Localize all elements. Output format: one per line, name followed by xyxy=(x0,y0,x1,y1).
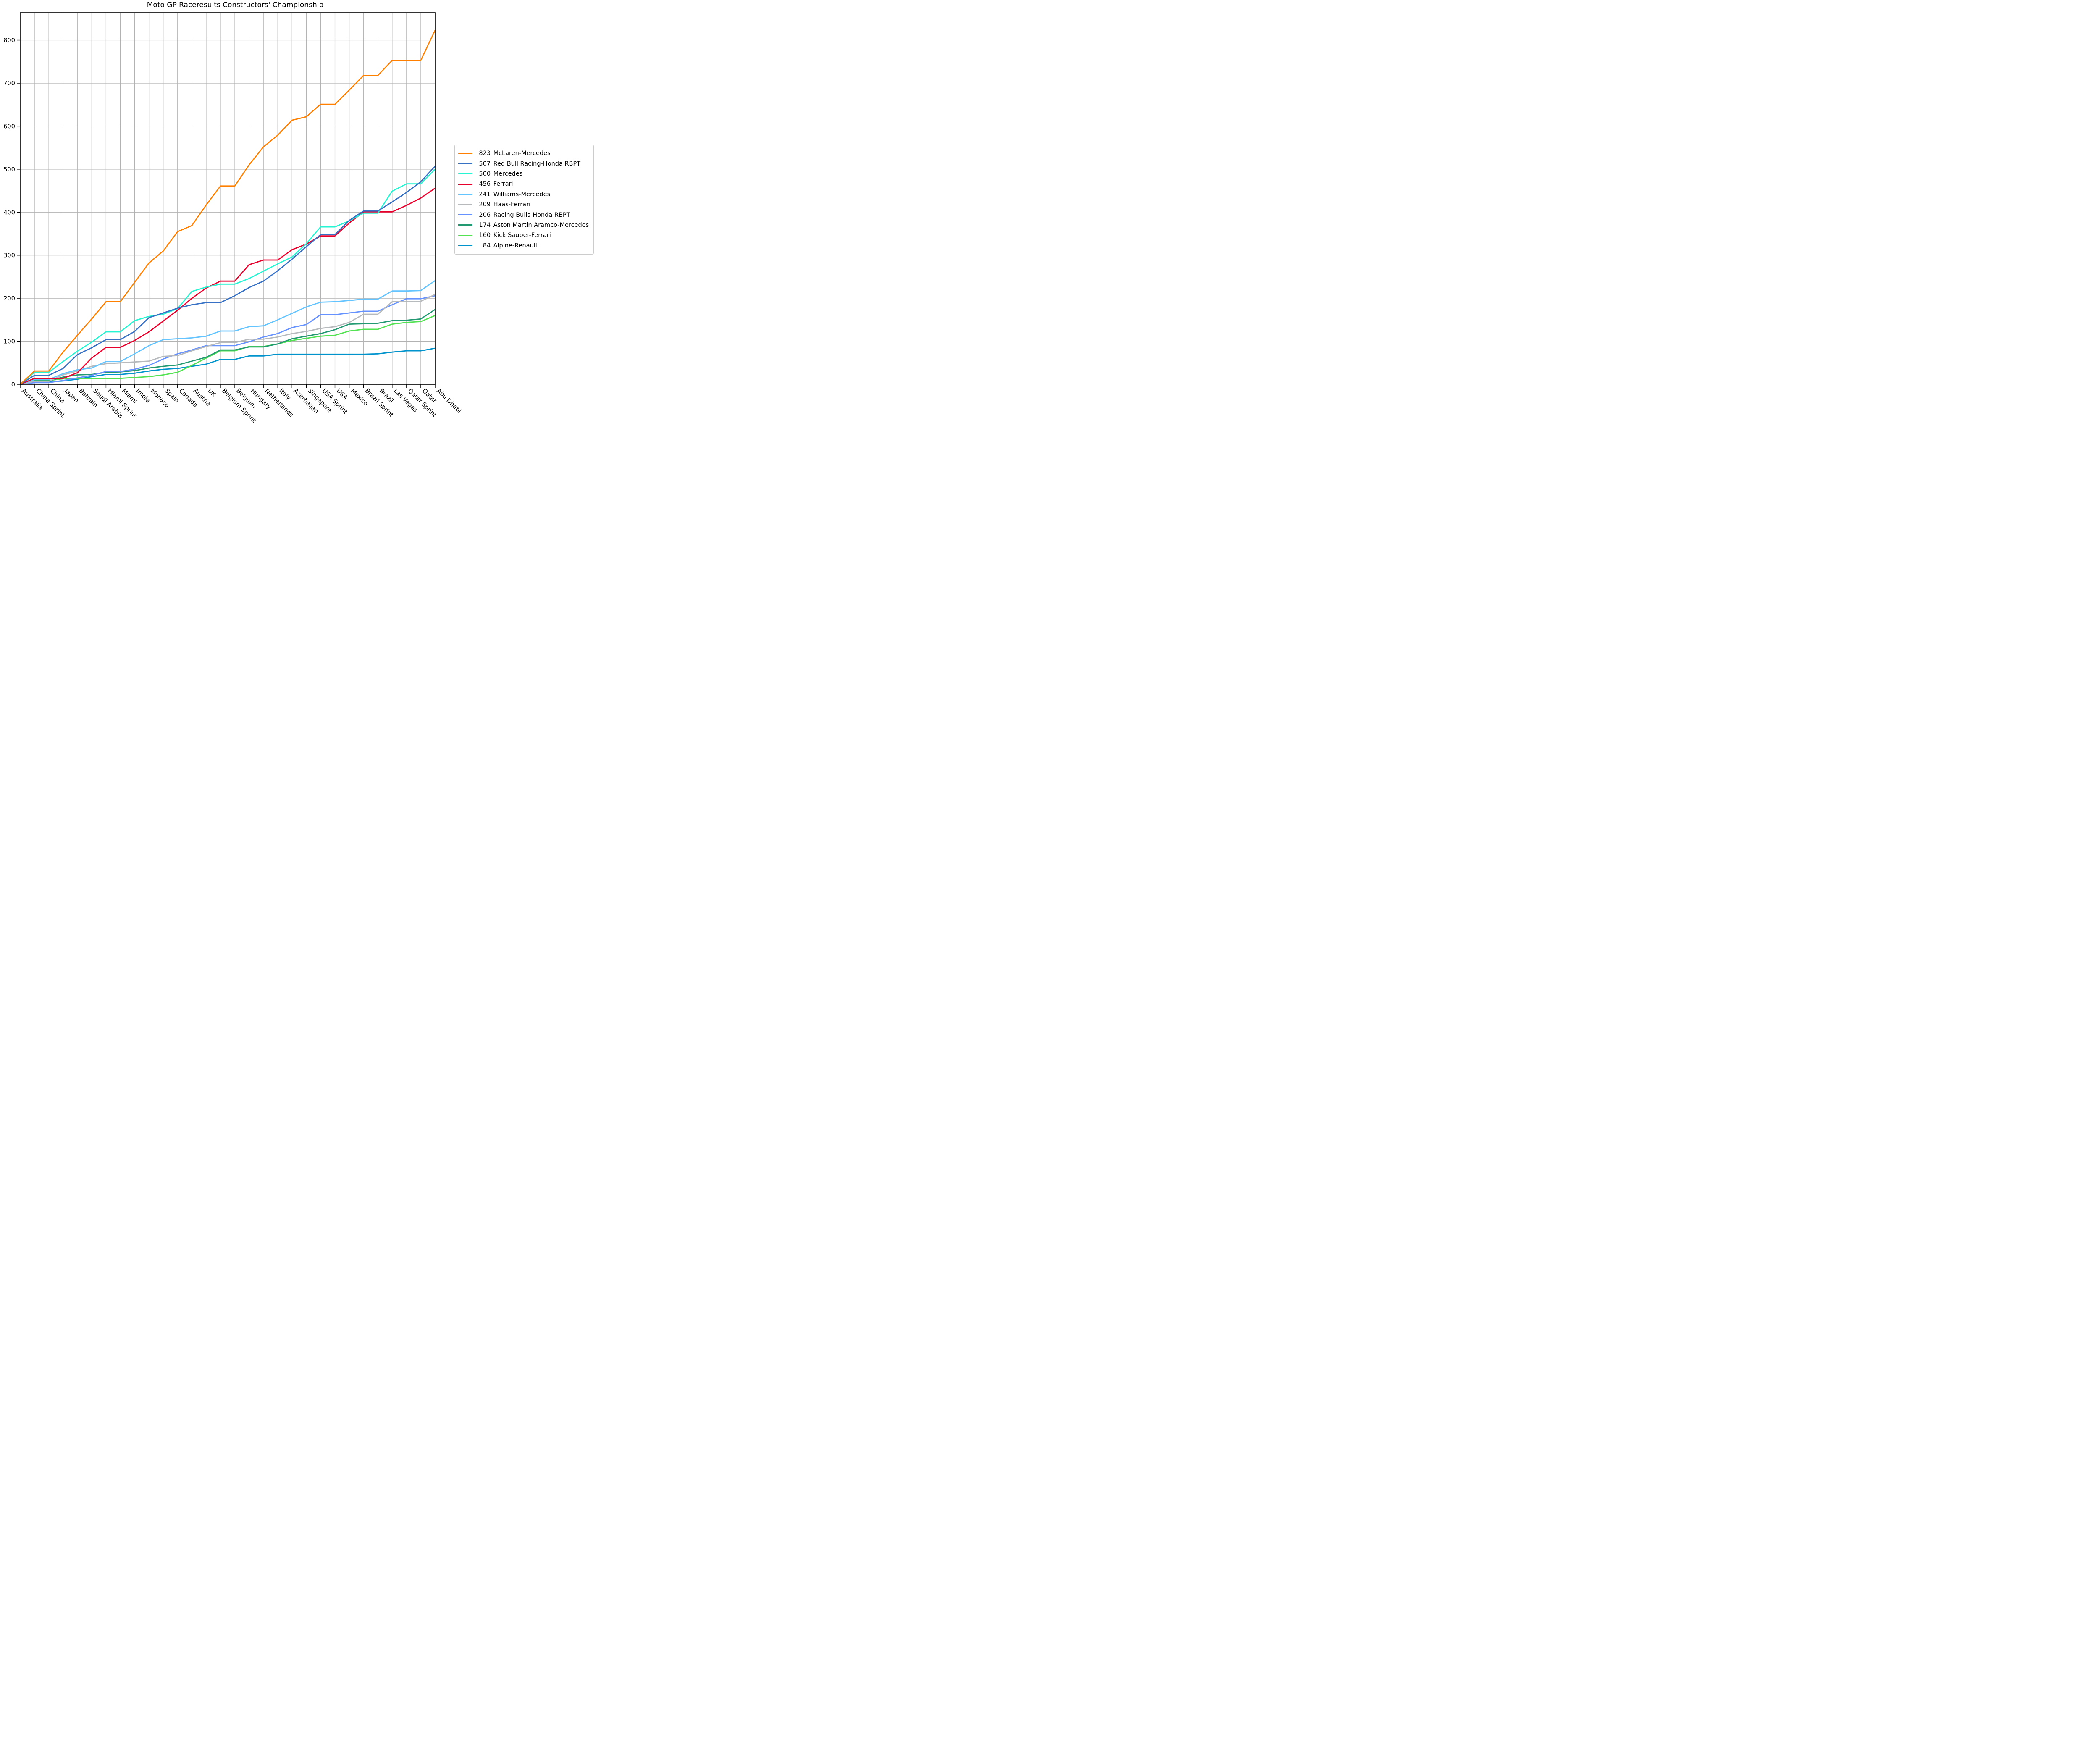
legend-item: 84 Alpine-Renault xyxy=(458,241,589,251)
legend-line-sample xyxy=(458,214,472,216)
legend-line-sample xyxy=(458,173,472,175)
legend-item: 160 Kick Sauber-Ferrari xyxy=(458,230,589,240)
legend-team-name: Ferrari xyxy=(493,181,513,188)
legend-team-name: Red Bull Racing-Honda RBPT xyxy=(493,160,581,167)
legend-item: 209 Haas-Ferrari xyxy=(458,200,589,210)
x-tick-label: Abu Dhabi xyxy=(435,388,462,415)
y-tick-label: 400 xyxy=(3,209,15,216)
series-line-Racing Bulls-Honda RBPT xyxy=(20,295,436,385)
y-tick-label: 600 xyxy=(3,123,15,130)
legend-line-sample xyxy=(458,183,472,185)
legend-item: 500 Mercedes xyxy=(458,169,589,179)
y-tick-label: 500 xyxy=(3,166,15,173)
legend-points: 456 xyxy=(479,181,491,188)
legend-label: 84 Alpine-Renault xyxy=(476,242,538,249)
legend-points: 206 xyxy=(479,211,491,218)
legend-team-name: Alpine-Renault xyxy=(493,242,538,249)
series-line-Red Bull Racing-Honda RBPT xyxy=(20,166,436,385)
legend-team-name: McLaren-Mercedes xyxy=(493,150,551,157)
series-line-Kick Sauber-Ferrari xyxy=(20,315,436,385)
legend-line-sample xyxy=(458,234,472,236)
legend-label: 206 Racing Bulls-Honda RBPT xyxy=(476,212,570,218)
legend-item: 174 Aston Martin Aramco-Mercedes xyxy=(458,220,589,230)
legend-team-name: Aston Martin Aramco-Mercedes xyxy=(493,221,589,229)
y-tick-label: 700 xyxy=(3,80,15,87)
legend-label: 500 Mercedes xyxy=(476,171,522,177)
y-tick-label: 200 xyxy=(3,295,15,302)
y-tick-label: 800 xyxy=(3,37,15,44)
legend-label: 160 Kick Sauber-Ferrari xyxy=(476,232,551,239)
legend-line-sample xyxy=(458,224,472,226)
series-line-Mercedes xyxy=(20,168,436,385)
legend-item: 206 Racing Bulls-Honda RBPT xyxy=(458,210,589,220)
chart-canvas: Moto GP Raceresults Constructors' Champi… xyxy=(0,0,614,434)
legend-team-name: Racing Bulls-Honda RBPT xyxy=(493,211,570,218)
legend-box: 823 McLaren-Mercedes 507 Red Bull Racing-Ho… xyxy=(454,145,594,255)
series-line-McLaren-Mercedes xyxy=(20,30,436,385)
legend-item: 456 Ferrari xyxy=(458,179,589,189)
series-line-Williams-Mercedes xyxy=(20,280,436,385)
series-line-Haas-Ferrari xyxy=(20,294,436,385)
legend-label: 823 McLaren-Mercedes xyxy=(476,150,551,157)
legend-label: 507 Red Bull Racing-Honda RBPT xyxy=(476,160,580,167)
legend-label: 174 Aston Martin Aramco-Mercedes xyxy=(476,222,589,229)
legend-line-sample xyxy=(458,152,472,154)
legend-team-name: Haas-Ferrari xyxy=(493,201,531,208)
legend-team-name: Mercedes xyxy=(493,170,523,177)
line-chart: 0100200300400500600700800AustraliaChina … xyxy=(3,12,462,424)
legend-label: 456 Ferrari xyxy=(476,181,513,187)
legend-label: 241 Williams-Mercedes xyxy=(476,191,550,198)
legend-points: 507 xyxy=(479,160,491,167)
series-line-Aston Martin Aramco-Mercedes xyxy=(20,309,436,385)
legend-team-name: Kick Sauber-Ferrari xyxy=(493,232,551,239)
y-tick-label: 100 xyxy=(3,339,15,345)
legend-points: 84 xyxy=(483,242,491,249)
legend-points: 500 xyxy=(479,170,491,177)
legend-line-sample xyxy=(458,245,472,247)
legend-line-sample xyxy=(458,163,472,165)
legend-line-sample xyxy=(458,194,472,195)
x-tick-label: UK xyxy=(206,388,217,399)
legend-points: 209 xyxy=(479,201,491,208)
legend-item: 241 Williams-Mercedes xyxy=(458,189,589,200)
legend-points: 823 xyxy=(479,150,491,157)
series-line-Alpine-Renault xyxy=(20,347,436,385)
legend-line-sample xyxy=(458,204,472,205)
chart-title: Moto GP Raceresults Constructors' Champi… xyxy=(147,1,324,9)
plot-border xyxy=(20,12,436,385)
y-tick-label: 0 xyxy=(11,381,15,388)
x-tick-label: Japan xyxy=(63,387,80,405)
legend-item: 507 Red Bull Racing-Honda RBPT xyxy=(458,158,589,168)
y-tick-label: 300 xyxy=(3,252,15,259)
legend-points: 174 xyxy=(479,221,491,229)
x-tick-label: Imola xyxy=(135,388,152,405)
legend-label: 209 Haas-Ferrari xyxy=(476,201,530,208)
series-line-Ferrari xyxy=(20,187,436,385)
legend-points: 241 xyxy=(479,191,491,198)
legend-item: 823 McLaren-Mercedes xyxy=(458,148,589,158)
legend-points: 160 xyxy=(479,232,491,239)
legend-team-name: Williams-Mercedes xyxy=(493,191,551,198)
